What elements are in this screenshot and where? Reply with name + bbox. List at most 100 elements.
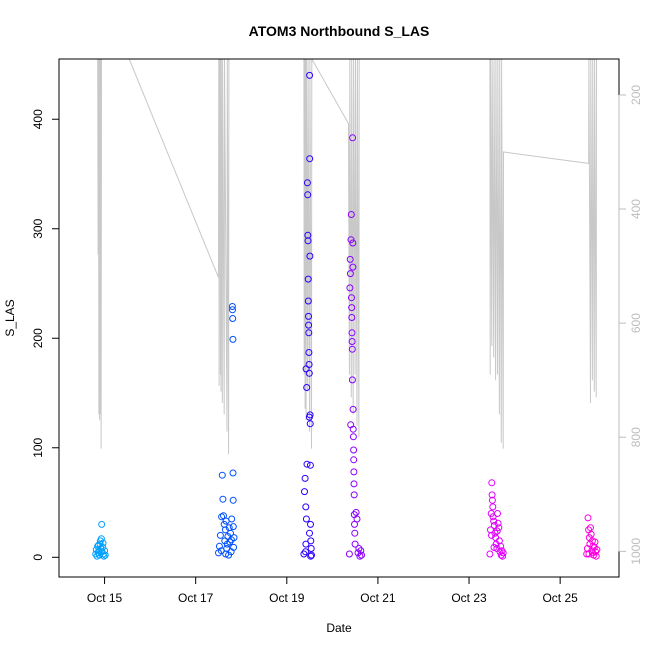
data-point-3: [306, 71, 314, 79]
axes-layer: Oct 15 Oct 17 Oct 19 Oct 21 Oct 23 Oct 25 0 100…: [31, 85, 643, 605]
y-tick-label: 400: [31, 109, 45, 129]
data-point-3: [305, 349, 313, 356]
data-point-3: [306, 529, 313, 537]
data-point-4: [355, 545, 363, 552]
data-point-4: [346, 270, 354, 278]
data-point-3: [306, 252, 314, 260]
data-point-3: [303, 179, 311, 187]
data-point-4: [348, 304, 356, 312]
data-point-4: [351, 540, 359, 548]
data-point-4: [350, 468, 358, 476]
data-point-4: [350, 446, 358, 454]
data-point-2: [230, 543, 238, 551]
data-point-4: [358, 551, 365, 559]
data-point-4: [347, 211, 355, 218]
data-point-2: [228, 515, 236, 523]
data-point-3: [304, 191, 312, 199]
points-layer: [92, 71, 601, 560]
data-point-3: [301, 488, 308, 496]
x-tick-label: Oct 21: [360, 591, 396, 605]
data-point-4: [351, 529, 359, 537]
y-tick-label: 200: [31, 328, 45, 348]
data-point-5: [486, 550, 494, 558]
x-tick-label: Oct 15: [87, 591, 123, 605]
data-point-3: [302, 515, 310, 523]
data-point-1: [98, 520, 106, 528]
data-point-2: [222, 550, 230, 558]
data-point-3: [306, 155, 314, 163]
data-point-3: [306, 420, 314, 428]
data-point-3: [306, 411, 314, 419]
data-point-3: [307, 552, 315, 560]
data-point-5: [497, 542, 505, 550]
data-point-1: [101, 547, 109, 555]
data-point-2: [218, 471, 226, 479]
right-tick-label: 1000: [629, 538, 643, 565]
data-point-2: [229, 335, 237, 343]
data-point-4: [349, 263, 357, 271]
data-point-4: [345, 550, 353, 558]
plot-frame: [58, 58, 620, 578]
data-point-2: [229, 469, 237, 477]
data-point-2: [216, 531, 224, 539]
data-point-5: [488, 531, 495, 539]
data-point-6: [593, 546, 601, 554]
data-point-5: [497, 551, 505, 559]
data-point-1: [101, 551, 109, 559]
data-point-5: [488, 496, 496, 504]
data-point-3: [304, 237, 312, 245]
data-point-4: [349, 433, 357, 441]
data-point-3: [305, 321, 313, 329]
data-point-2: [227, 536, 235, 544]
data-point-2: [227, 529, 234, 537]
data-point-5: [489, 503, 497, 511]
data-point-3: [305, 312, 312, 320]
data-point-3: [305, 369, 313, 377]
data-point-3: [303, 384, 311, 391]
data-point-3: [306, 461, 314, 469]
data-point-4: [350, 491, 358, 499]
data-point-4: [350, 456, 358, 464]
data-point-3: [307, 545, 315, 552]
data-point-4: [346, 255, 354, 263]
data-point-6: [591, 538, 599, 546]
data-point-2: [219, 495, 227, 503]
data-point-5: [488, 479, 496, 487]
secondary-line-layer: [97, 59, 597, 455]
data-point-5: [499, 552, 507, 560]
data-point-2: [229, 496, 237, 504]
data-point-4: [357, 547, 365, 555]
data-point-4: [348, 345, 356, 353]
data-point-5: [494, 519, 502, 527]
data-point-5: [490, 543, 498, 551]
data-point-1: [95, 541, 102, 549]
data-point-4: [352, 508, 360, 516]
data-point-5: [494, 510, 501, 517]
data-point-3: [304, 297, 312, 305]
data-point-2: [218, 513, 226, 521]
data-point-4: [348, 314, 356, 321]
y-tick-label: 100: [31, 437, 45, 457]
y-tick-label: 300: [31, 218, 45, 238]
data-point-4: [348, 294, 355, 302]
right-tick-label: 200: [629, 85, 643, 105]
data-point-4: [347, 236, 355, 244]
data-point-5: [490, 517, 498, 525]
data-point-5: [493, 527, 501, 535]
data-point-2: [229, 306, 236, 314]
data-point-3: [302, 503, 310, 511]
data-point-3: [304, 275, 312, 283]
data-point-5: [499, 549, 507, 557]
x-axis-title: Date: [326, 621, 352, 635]
data-point-5: [491, 529, 499, 537]
data-point-6: [584, 514, 592, 522]
data-point-6: [587, 530, 595, 538]
y-axis-title: S_LAS: [3, 299, 17, 336]
data-point-5: [489, 513, 497, 521]
data-point-4: [349, 134, 357, 142]
x-tick-label: Oct 25: [542, 591, 578, 605]
data-point-2: [221, 526, 229, 534]
data-point-3: [303, 460, 311, 468]
data-point-3: [300, 550, 308, 558]
